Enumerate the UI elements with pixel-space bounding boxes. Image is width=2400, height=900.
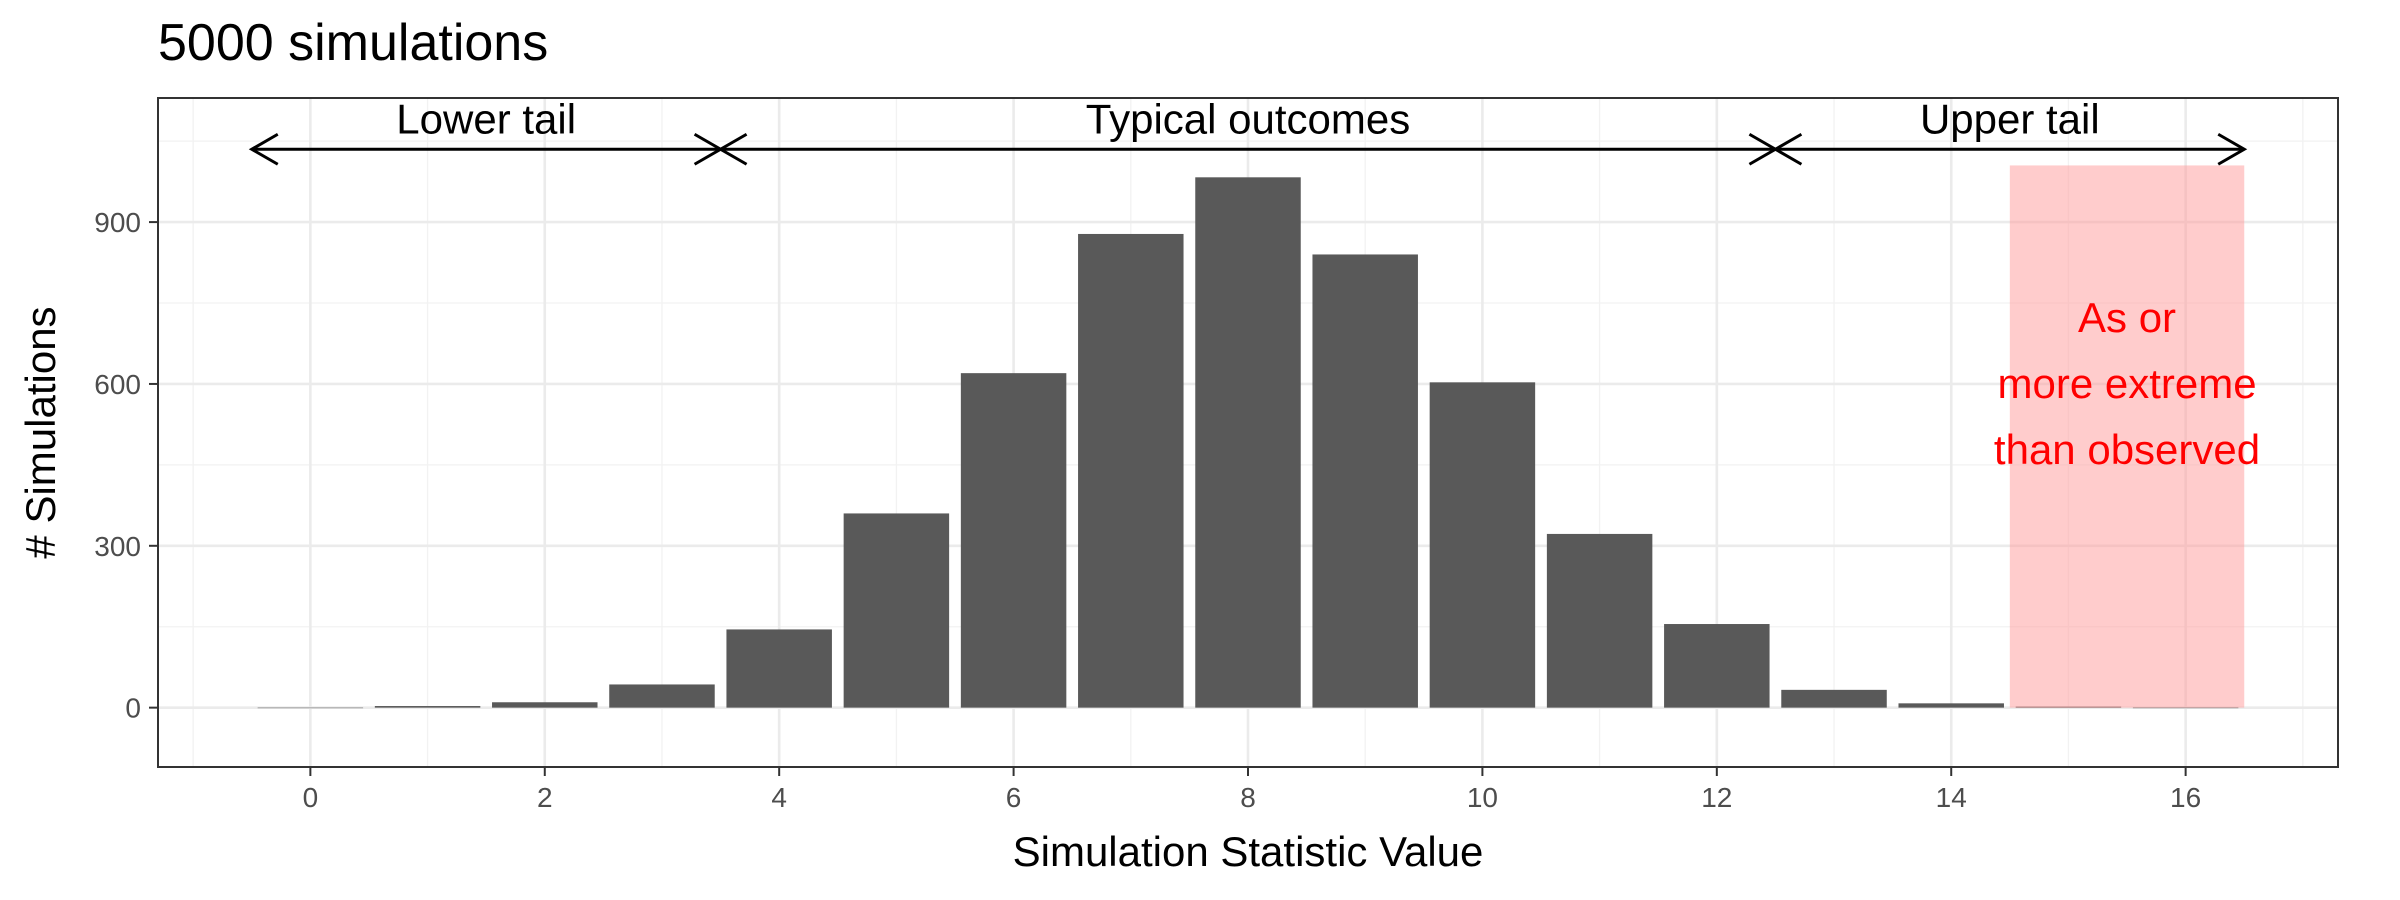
- y-tick-label: 900: [94, 207, 141, 238]
- x-tick-label: 6: [1006, 782, 1022, 813]
- bar: [374, 706, 481, 708]
- x-tick-label: 0: [303, 782, 319, 813]
- chart-title: 5000 simulations: [158, 14, 548, 72]
- y-tick-label: 0: [125, 693, 141, 724]
- x-tick-label: 10: [1467, 782, 1498, 813]
- bar: [843, 513, 950, 708]
- region-arrow-head-left: [1772, 132, 1803, 166]
- bar: [1546, 533, 1653, 708]
- x-axis-title: Simulation Statistic Value: [1013, 828, 1484, 875]
- bar: [1312, 254, 1418, 708]
- extreme-annotation: As or more extreme than observed: [1994, 294, 2260, 473]
- bar: [1664, 624, 1770, 708]
- region-arrow-head-left: [717, 132, 748, 166]
- bar: [492, 702, 598, 708]
- bar: [726, 629, 832, 708]
- region-label: Typical outcomes: [1086, 95, 1410, 142]
- bar: [609, 684, 715, 708]
- x-tick-label: 14: [1936, 782, 1967, 813]
- bar: [2132, 707, 2239, 709]
- region-arrow-head-right: [2217, 132, 2248, 166]
- bar: [960, 373, 1067, 708]
- bar: [1429, 382, 1536, 708]
- x-tick-label: 4: [771, 782, 787, 813]
- x-tick-label: 16: [2170, 782, 2201, 813]
- x-tick-label: 12: [1701, 782, 1732, 813]
- x-tick-label: 2: [537, 782, 553, 813]
- region-arrow-head-left: [248, 132, 279, 166]
- y-tick-label: 300: [94, 531, 141, 562]
- y-axis-title: # Simulations: [17, 306, 64, 558]
- region-label: Lower tail: [396, 95, 576, 142]
- annotation-line: than observed: [1994, 426, 2260, 473]
- region-label: Upper tail: [1920, 95, 2100, 142]
- bar: [1781, 689, 1887, 708]
- bar: [257, 707, 364, 709]
- bar: [1898, 703, 2004, 708]
- annotation-line: As or: [2078, 294, 2176, 341]
- annotation-line: more extreme: [1997, 360, 2256, 407]
- y-tick-label: 600: [94, 369, 141, 400]
- x-tick-label: 8: [1240, 782, 1256, 813]
- extreme-highlight-region: [2009, 165, 2245, 708]
- bar: [1195, 177, 1301, 708]
- bar: [1078, 233, 1184, 708]
